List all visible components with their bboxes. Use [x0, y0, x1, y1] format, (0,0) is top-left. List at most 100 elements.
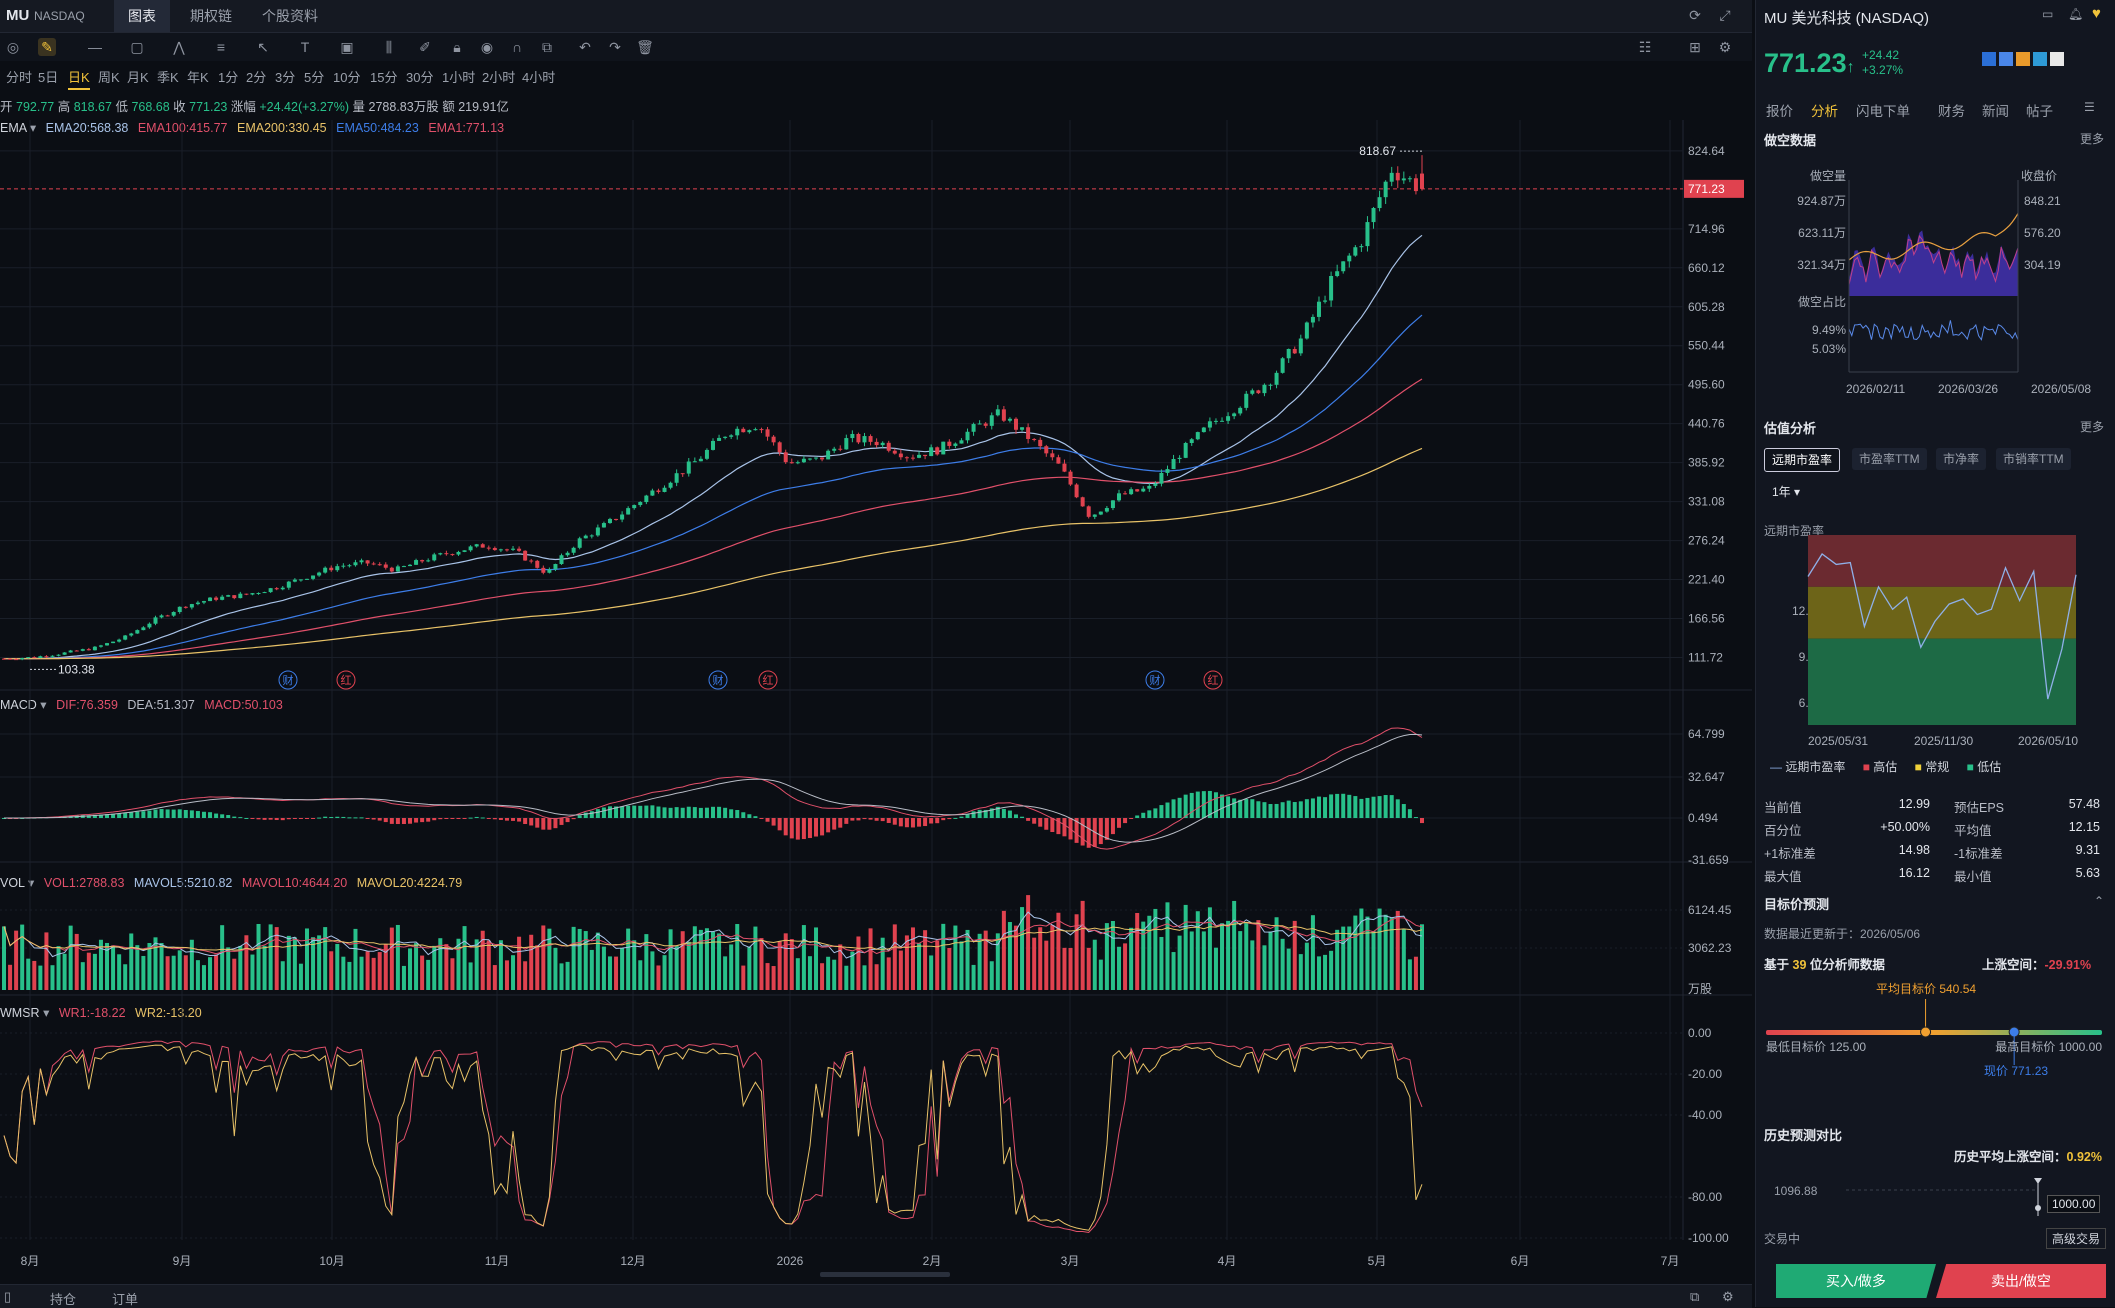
- period-item[interactable]: 1小时: [442, 70, 476, 85]
- vol-bar: [1135, 912, 1140, 990]
- measure-tool-icon[interactable]: ⫼: [385, 39, 393, 55]
- vol-bar: [1056, 912, 1061, 990]
- rect-tool-icon[interactable]: ▢: [130, 39, 144, 55]
- window-icon[interactable]: ⧉: [1690, 1289, 1700, 1304]
- layout-icon[interactable]: ☷: [1638, 39, 1652, 55]
- magnet-icon[interactable]: ∩: [511, 39, 523, 55]
- vol-bar: [177, 950, 182, 990]
- trash-icon[interactable]: 🗑︎: [636, 39, 654, 55]
- val-btn-pe-ttm[interactable]: 市盈率TTM: [1852, 448, 1927, 470]
- line-tool-icon[interactable]: —: [88, 39, 102, 55]
- ema-legend[interactable]: EMA ▾ EMA20:568.38 EMA100:415.77 EMA200:…: [0, 121, 505, 135]
- vol-bar: [105, 942, 110, 990]
- rtab-financials[interactable]: 财务: [1938, 104, 1965, 119]
- buy-button[interactable]: 买入/做多: [1776, 1264, 1936, 1298]
- macd-bar: [971, 811, 976, 818]
- period-item[interactable]: 5分: [304, 70, 325, 85]
- vol-bar: [492, 965, 497, 990]
- fib-tool-icon[interactable]: ≡: [216, 39, 226, 55]
- eye-icon[interactable]: ◉: [480, 39, 494, 55]
- bottom-settings-icon[interactable]: ⚙: [1722, 1289, 1734, 1304]
- period-item[interactable]: 2分: [246, 70, 267, 85]
- short-more-link[interactable]: 更多: [2079, 132, 2104, 146]
- period-item[interactable]: 分时: [6, 70, 33, 85]
- refresh-icon[interactable]: ⟳: [1689, 7, 1701, 23]
- vol-bar: [1074, 914, 1079, 990]
- fullscreen-icon[interactable]: ⤢: [1719, 7, 1731, 23]
- bell-icon[interactable]: 🔔︎: [2068, 7, 2084, 21]
- undo-icon[interactable]: ↶: [579, 39, 591, 55]
- candle: [1159, 469, 1164, 487]
- val-btn-forward-pe[interactable]: 远期市盈率: [1764, 448, 1841, 472]
- favorite-icon[interactable]: ♥: [2092, 5, 2101, 22]
- advanced-trade-button[interactable]: 高级交易: [2046, 1228, 2107, 1249]
- period-item[interactable]: 4小时: [522, 70, 556, 85]
- rtab-flash-order[interactable]: 闪电下单: [1856, 104, 1910, 119]
- macd-line: [3, 727, 1423, 850]
- price-chart[interactable]: 824.64 714.96 660.12 605.28 550.44 495.60 440.…: [0, 0, 1752, 1284]
- candle: [1026, 423, 1031, 444]
- candle: [450, 553, 455, 556]
- vol-bar: [783, 933, 788, 990]
- lock-icon[interactable]: 🔒︎: [453, 39, 461, 55]
- range-select[interactable]: 1年 ▾: [1772, 485, 1801, 499]
- vol-bar: [365, 951, 370, 990]
- bookmark-icon[interactable]: ▭: [2042, 7, 2054, 21]
- macd-bar: [250, 818, 255, 819]
- macd-bar: [862, 818, 867, 820]
- positions-tab[interactable]: 持仓: [50, 1292, 77, 1307]
- menu-icon[interactable]: ☰: [2084, 100, 2095, 114]
- val-btn-ps-ttm[interactable]: 市销率TTM: [1996, 448, 2071, 470]
- period-item[interactable]: 3分: [275, 70, 296, 85]
- period-item[interactable]: 周K: [98, 70, 120, 85]
- macd-bar: [1044, 818, 1049, 830]
- period-item[interactable]: 15分: [370, 70, 398, 85]
- period-item[interactable]: 季K: [157, 70, 179, 85]
- macd-bar: [807, 818, 812, 839]
- target-collapse-icon[interactable]: ⌃: [2093, 894, 2104, 908]
- rtab-analysis[interactable]: 分析: [1811, 104, 1838, 119]
- candle: [995, 404, 1000, 417]
- arrow-tool-icon[interactable]: ↖: [257, 39, 269, 55]
- period-item[interactable]: 月K: [127, 70, 149, 85]
- link-icon[interactable]: ⧉: [542, 39, 552, 55]
- rtab-news[interactable]: 新闻: [1982, 104, 2009, 119]
- candle: [1135, 488, 1140, 492]
- pattern-tool-icon[interactable]: ⋀: [173, 39, 185, 55]
- settings-icon[interactable]: ⚙: [1718, 39, 1732, 55]
- period-item[interactable]: 日K: [68, 67, 90, 90]
- orders-tab[interactable]: 订单: [112, 1292, 139, 1307]
- pen-icon[interactable]: ✐: [419, 39, 431, 55]
- vol-bar: [80, 962, 85, 990]
- tab-profile[interactable]: 个股资料: [262, 8, 318, 24]
- tab-options[interactable]: 期权链: [190, 8, 232, 24]
- candle: [159, 614, 164, 619]
- vol-bar: [262, 945, 267, 990]
- badge-icons[interactable]: [1982, 52, 2064, 69]
- tab-chart[interactable]: 图表: [114, 0, 170, 32]
- candle: [577, 536, 582, 550]
- image-tool-icon[interactable]: ▣: [340, 39, 354, 55]
- period-item[interactable]: 1分: [218, 70, 239, 85]
- macd-bar: [432, 818, 437, 821]
- cursor-mode-icon[interactable]: ◎: [6, 39, 20, 55]
- redo-icon[interactable]: ↷: [609, 39, 621, 55]
- sell-button[interactable]: 卖出/做空: [1936, 1264, 2106, 1298]
- panel-toggle-icon[interactable]: ▯: [4, 1289, 12, 1304]
- rtab-quote[interactable]: 报价: [1766, 104, 1793, 119]
- grid-icon[interactable]: ⊞: [1689, 39, 1701, 55]
- period-item[interactable]: 2小时: [482, 70, 516, 85]
- period-item[interactable]: 5日: [38, 70, 59, 85]
- vol-legend[interactable]: VOL ▾ VOL1:2788.83 MAVOL5:5210.82 MAVOL1…: [0, 876, 463, 890]
- candle: [1171, 454, 1176, 470]
- draw-mode-icon[interactable]: ✎: [38, 38, 56, 56]
- valuation-more-link[interactable]: 更多: [2079, 420, 2104, 434]
- text-tool-icon[interactable]: T: [300, 39, 310, 55]
- val-btn-pb[interactable]: 市净率: [1936, 448, 1987, 470]
- macd-legend[interactable]: MACD ▾ DIF:76.359 DEA:51.307 MACD:50.103: [0, 698, 283, 712]
- period-item[interactable]: 10分: [333, 70, 361, 85]
- ema-item: EMA200:330.45: [236, 121, 327, 135]
- period-item[interactable]: 年K: [187, 70, 209, 85]
- period-item[interactable]: 30分: [406, 70, 434, 85]
- rtab-posts[interactable]: 帖子: [2026, 104, 2053, 119]
